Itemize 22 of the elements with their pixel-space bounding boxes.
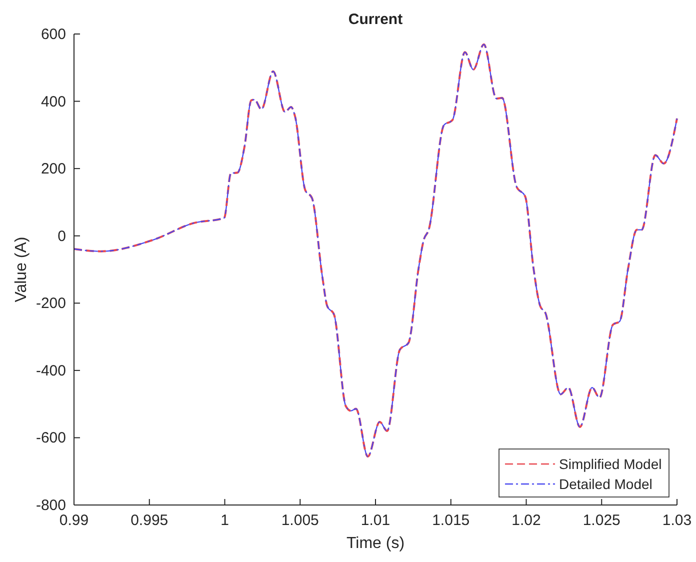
- x-tick-label: 1.025: [582, 512, 620, 529]
- legend-label: Simplified Model: [559, 456, 662, 472]
- y-tick-label: 600: [40, 26, 66, 43]
- y-axis-title: Value (A): [13, 236, 30, 302]
- x-tick-label: 0.995: [130, 512, 168, 529]
- y-tick-label: -400: [36, 362, 66, 380]
- x-tick-label: 1.03: [662, 512, 692, 529]
- x-tick-label: 1.01: [360, 512, 390, 529]
- x-axis-title: Time (s): [346, 535, 405, 552]
- x-tick-label: 1.015: [432, 512, 470, 529]
- x-tick-label: 0.99: [59, 512, 89, 529]
- x-tick-label: 1: [220, 512, 229, 529]
- x-tick-label: 1.005: [281, 512, 319, 529]
- y-tick-label: -200: [36, 295, 66, 312]
- y-tick-label: -800: [36, 497, 66, 514]
- y-tick-label: 0: [58, 228, 66, 245]
- chart-title: Current: [348, 11, 403, 28]
- y-tick-label: 200: [40, 160, 66, 178]
- y-tick-label: 400: [40, 93, 66, 110]
- x-tick-label: 1.02: [512, 512, 541, 529]
- y-tick-label: -600: [36, 430, 66, 447]
- legend-label: Detailed Model: [559, 476, 652, 492]
